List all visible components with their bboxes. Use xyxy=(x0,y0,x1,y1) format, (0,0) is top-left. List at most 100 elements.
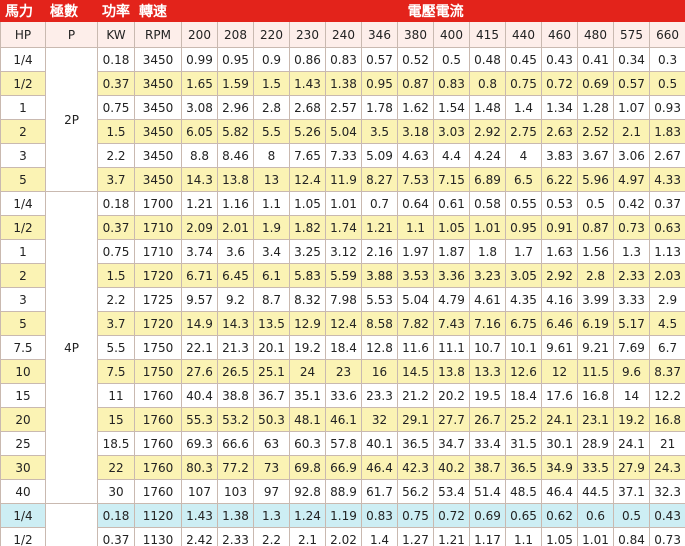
value-cell: 0.18 xyxy=(97,503,135,528)
value-cell: 1720 xyxy=(134,263,182,288)
value-cell: 0.57 xyxy=(361,47,398,72)
value-cell: 2.92 xyxy=(541,263,578,288)
value-cell: 25.2 xyxy=(505,407,542,432)
table-row: 3 2.2 3450 8.8 8.46 8 7.65 7.33 5.09 4.63 4.4 4.24 4… xyxy=(0,143,685,168)
hp-cell: 1/2 xyxy=(0,71,46,96)
value-cell: 15 xyxy=(97,407,135,432)
value-cell: 8.58 xyxy=(361,311,398,336)
value-cell: 3.08 xyxy=(181,95,218,120)
value-cell: 13.8 xyxy=(433,359,470,384)
group-label: 轉速 xyxy=(134,0,182,22)
hp-cell: 1/4 xyxy=(0,47,46,72)
hp-cell: 30 xyxy=(0,455,46,480)
value-cell: 14.3 xyxy=(217,311,254,336)
value-cell: 19.2 xyxy=(613,407,650,432)
value-cell: 48.1 xyxy=(289,407,326,432)
value-cell: 1760 xyxy=(134,479,182,504)
value-cell: 1.74 xyxy=(325,215,362,240)
value-cell: 7.43 xyxy=(433,311,470,336)
value-cell: 0.18 xyxy=(97,47,135,72)
value-cell: 33.6 xyxy=(325,383,362,408)
column-header: 230 xyxy=(289,21,326,48)
value-cell: 0.87 xyxy=(577,215,614,240)
value-cell: 53.4 xyxy=(433,479,470,504)
value-cell: 1700 xyxy=(134,191,182,216)
table-row: 1 0.75 3450 3.08 2.96 2.8 2.68 2.57 1.78 1.62 1.54… xyxy=(0,95,685,120)
value-cell: 3.18 xyxy=(397,119,434,144)
value-cell: 20.1 xyxy=(253,335,290,360)
value-cell: 1.82 xyxy=(289,215,326,240)
value-cell: 8.7 xyxy=(253,287,290,312)
value-cell: 5.26 xyxy=(289,119,326,144)
value-cell: 0.91 xyxy=(541,215,578,240)
value-cell: 61.7 xyxy=(361,479,398,504)
value-cell: 0.45 xyxy=(505,47,542,72)
column-header: 660 xyxy=(648,21,685,48)
value-cell: 40.4 xyxy=(181,383,218,408)
value-cell: 14.5 xyxy=(397,359,434,384)
value-cell: 1.43 xyxy=(181,503,218,528)
value-cell: 1.5 xyxy=(253,71,290,96)
value-cell: 53.2 xyxy=(217,407,254,432)
value-cell: 1.05 xyxy=(433,215,470,240)
value-cell: 4.33 xyxy=(648,167,685,192)
value-cell: 1.1 xyxy=(397,215,434,240)
value-cell: 12.4 xyxy=(325,311,362,336)
value-cell: 1.21 xyxy=(181,191,218,216)
header-column-row: HP P KW RPM 200 208 220 230 240 346 380 400 415 440 46… xyxy=(0,21,685,48)
value-cell: 7.53 xyxy=(397,167,434,192)
value-cell: 5.53 xyxy=(361,287,398,312)
value-cell: 3.33 xyxy=(613,287,650,312)
value-cell: 3.99 xyxy=(577,287,614,312)
value-cell: 2.2 xyxy=(253,527,290,546)
value-cell: 18.5 xyxy=(97,431,135,456)
hp-cell: 15 xyxy=(0,383,46,408)
value-cell: 3.6 xyxy=(217,239,254,264)
value-cell: 22 xyxy=(97,455,135,480)
value-cell: 1.1 xyxy=(253,191,290,216)
value-cell: 3.7 xyxy=(97,311,135,336)
value-cell: 23 xyxy=(325,359,362,384)
value-cell: 1.17 xyxy=(469,527,506,546)
value-cell: 80.3 xyxy=(181,455,218,480)
value-cell: 0.3 xyxy=(648,47,685,72)
value-cell: 50.3 xyxy=(253,407,290,432)
value-cell: 0.75 xyxy=(505,71,542,96)
value-cell: 3450 xyxy=(134,119,182,144)
value-cell: 27.9 xyxy=(613,455,650,480)
value-cell: 3450 xyxy=(134,167,182,192)
value-cell: 34.9 xyxy=(541,455,578,480)
value-cell: 5.59 xyxy=(325,263,362,288)
value-cell: 0.53 xyxy=(541,191,578,216)
value-cell: 36.5 xyxy=(397,431,434,456)
column-header: 440 xyxy=(505,21,542,48)
value-cell: 3450 xyxy=(134,143,182,168)
value-cell: 0.93 xyxy=(648,95,685,120)
value-cell: 0.7 xyxy=(361,191,398,216)
value-cell: 21.2 xyxy=(397,383,434,408)
table-row: 30 22 1760 80.3 77.2 73 69.8 66.9 46.4 42.3 40.2 38… xyxy=(0,455,685,480)
value-cell: 6.5 xyxy=(505,167,542,192)
value-cell: 13 xyxy=(253,167,290,192)
value-cell: 0.75 xyxy=(97,239,135,264)
value-cell: 3.7 xyxy=(97,167,135,192)
value-cell: 0.37 xyxy=(97,527,135,546)
value-cell: 1.01 xyxy=(325,191,362,216)
value-cell: 0.69 xyxy=(469,503,506,528)
column-header: 240 xyxy=(325,21,362,48)
hp-cell: 7.5 xyxy=(0,335,46,360)
value-cell: 24 xyxy=(289,359,326,384)
value-cell: 2.9 xyxy=(648,287,685,312)
column-header: 400 xyxy=(433,21,470,48)
value-cell: 13.8 xyxy=(217,167,254,192)
value-cell: 6.89 xyxy=(469,167,506,192)
value-cell: 23.1 xyxy=(577,407,614,432)
value-cell: 14.9 xyxy=(181,311,218,336)
column-header: 480 xyxy=(577,21,614,48)
value-cell: 2.33 xyxy=(613,263,650,288)
column-header: 380 xyxy=(397,21,434,48)
value-cell: 4.5 xyxy=(648,311,685,336)
value-cell: 4 xyxy=(505,143,542,168)
value-cell: 17.6 xyxy=(541,383,578,408)
value-cell: 1750 xyxy=(134,335,182,360)
